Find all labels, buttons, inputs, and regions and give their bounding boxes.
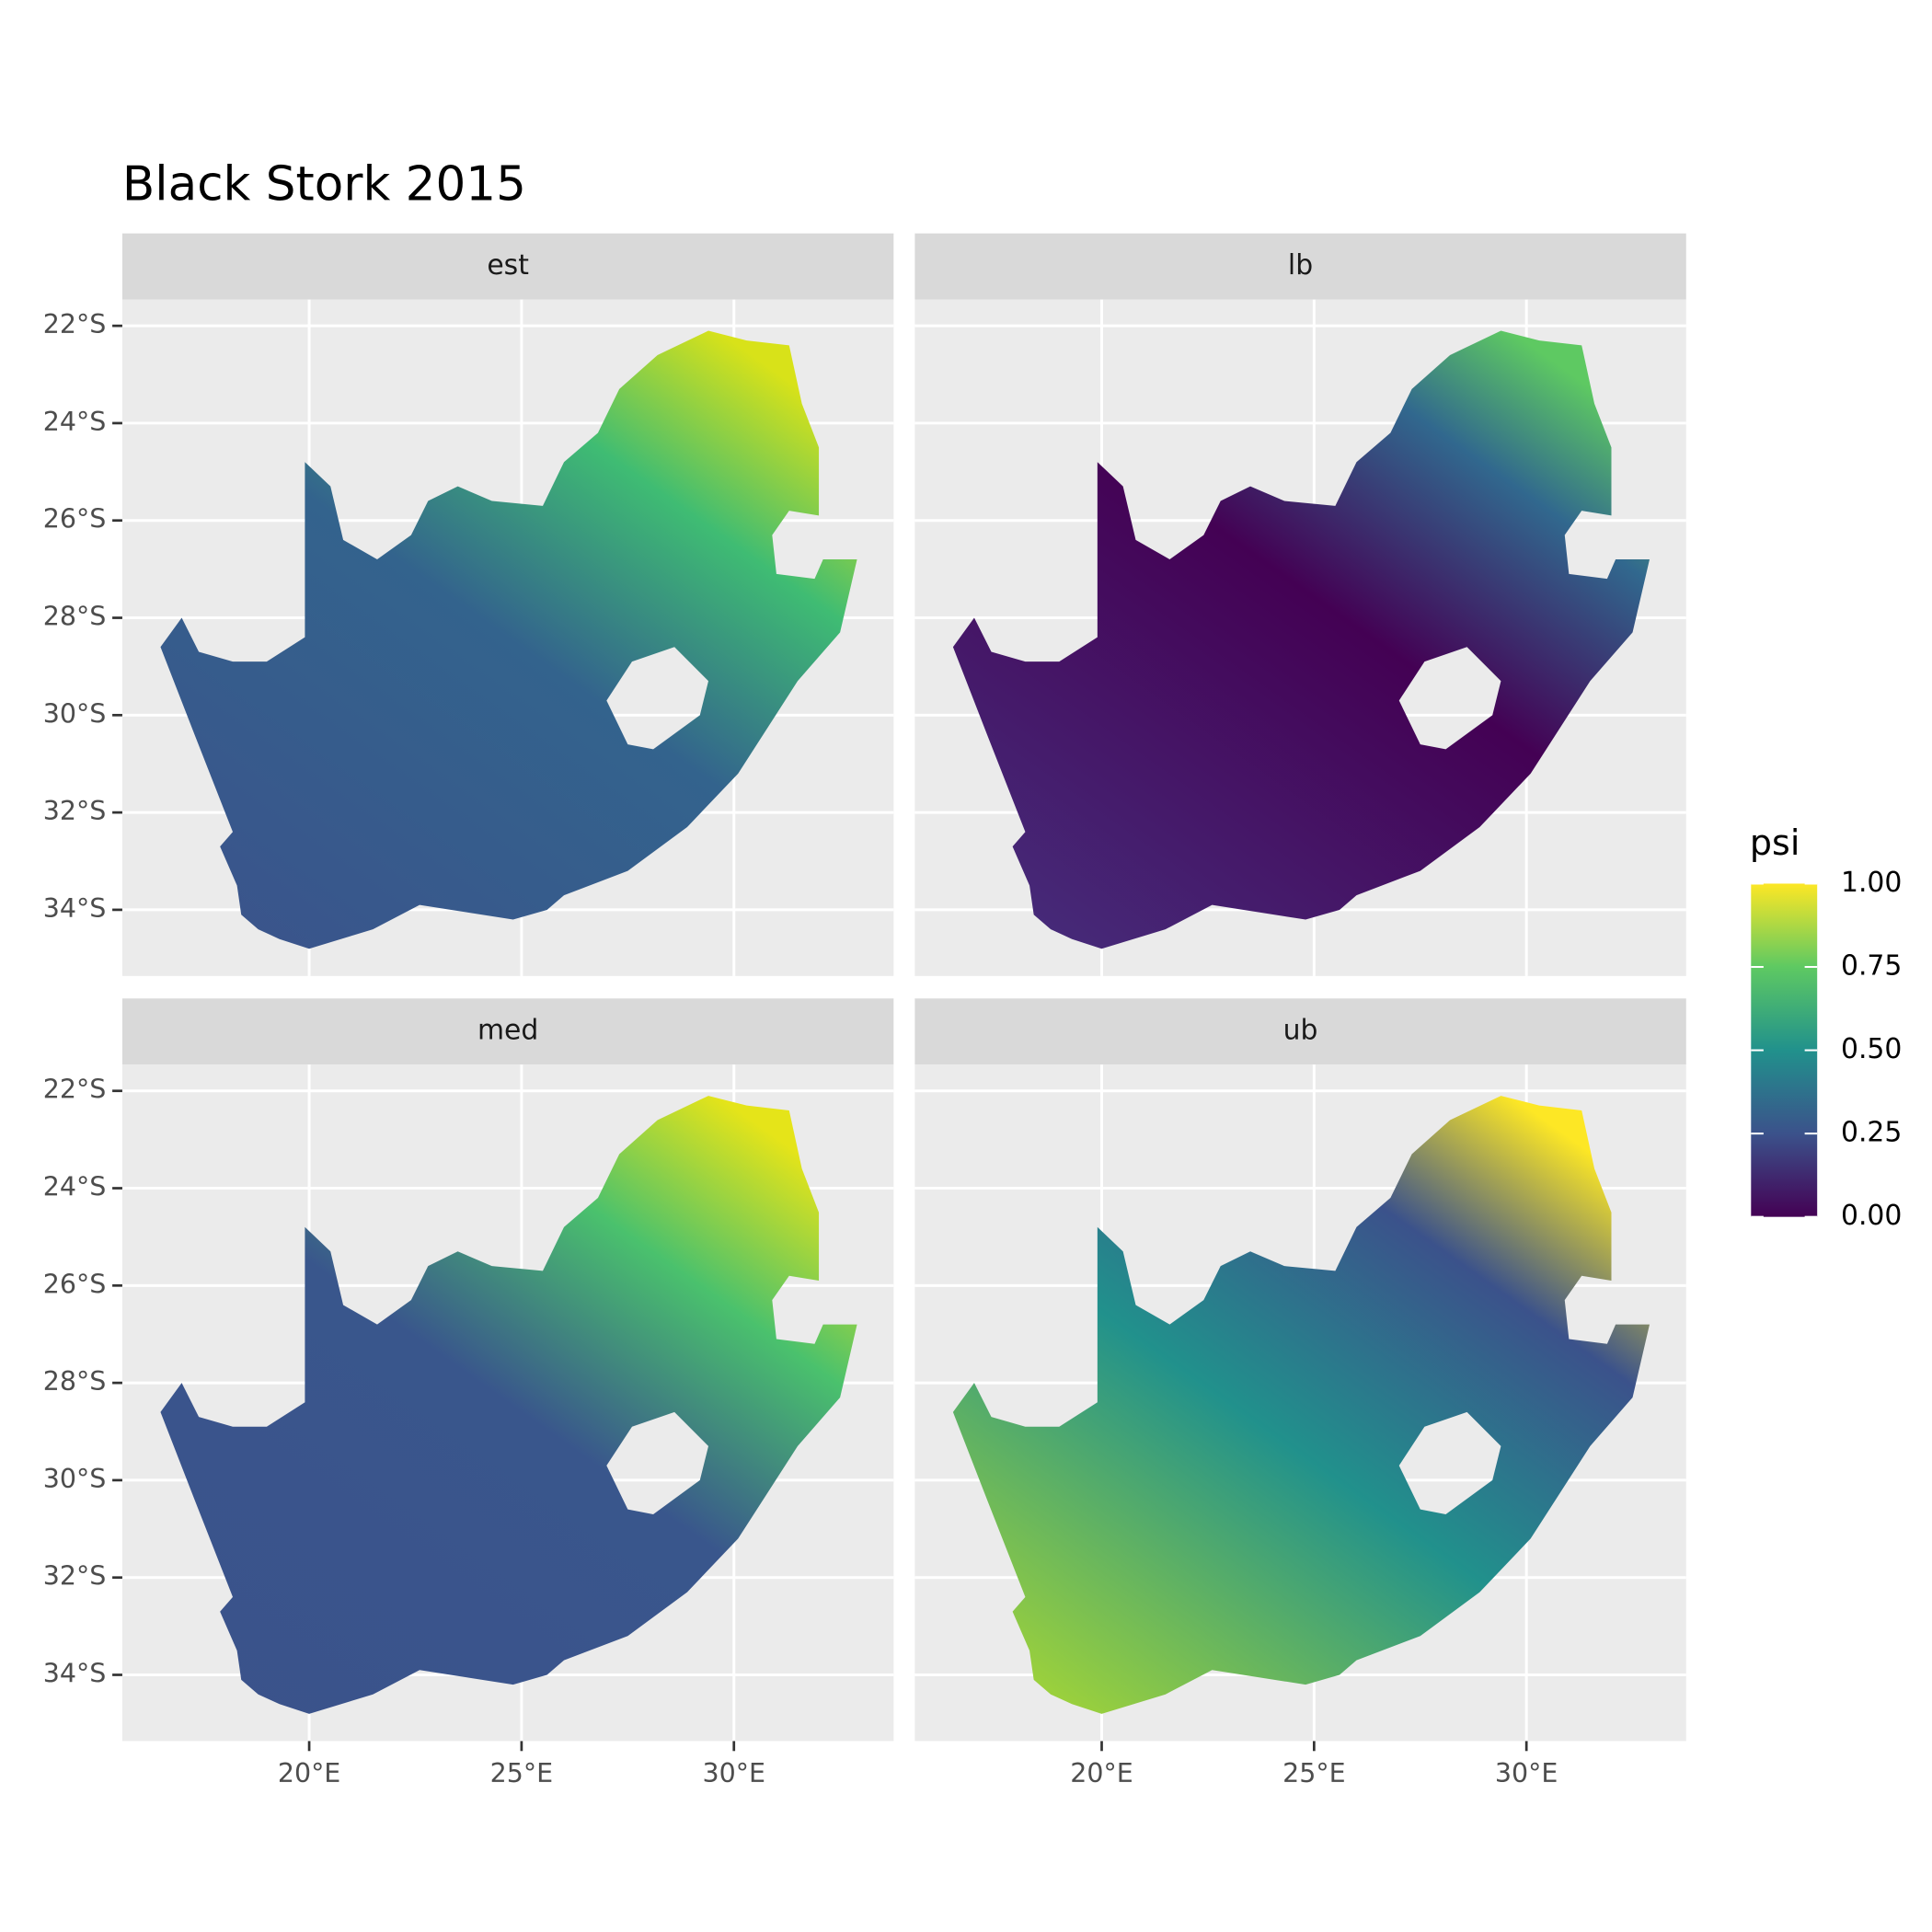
strip-label: ub: [1283, 1015, 1318, 1047]
y-tick-label: 26°S: [43, 1269, 107, 1299]
country-raster: [952, 1096, 1650, 1714]
legend-title: psi: [1750, 822, 1800, 863]
y-tick-label: 34°S: [43, 1659, 107, 1689]
legend-label: 0.75: [1841, 950, 1902, 983]
x-tick-label: 30°E: [703, 1758, 765, 1788]
y-tick-label: 34°S: [43, 893, 107, 924]
y-tick-label: 22°S: [43, 309, 107, 339]
y-tick-label: 28°S: [43, 602, 107, 632]
y-tick-label: 32°S: [43, 796, 107, 826]
country-raster: [160, 1096, 857, 1714]
strip: [914, 998, 1686, 1065]
y-tick-label: 24°S: [43, 407, 107, 437]
x-tick-label: 25°E: [1282, 1758, 1345, 1788]
strip: [914, 233, 1686, 300]
country-raster: [952, 330, 1650, 949]
y-tick-label: 30°S: [43, 1464, 107, 1494]
strip-label: est: [487, 249, 529, 282]
y-tick-label: 32°S: [43, 1561, 107, 1592]
y-tick-label: 28°S: [43, 1366, 107, 1397]
legend-label: 1.00: [1841, 867, 1902, 899]
legend-label: 0.00: [1841, 1200, 1902, 1232]
y-tick-label: 30°S: [43, 698, 107, 729]
strip-label: lb: [1288, 249, 1313, 282]
legend-label: 0.50: [1841, 1033, 1902, 1065]
strip: [121, 233, 894, 300]
x-tick-label: 30°E: [1495, 1758, 1558, 1788]
y-tick-label: 24°S: [43, 1172, 107, 1202]
strip-label: med: [477, 1015, 538, 1047]
strip: [121, 998, 894, 1065]
y-tick-label: 26°S: [43, 504, 107, 535]
x-tick-label: 20°E: [1070, 1758, 1133, 1788]
x-tick-label: 25°E: [490, 1758, 553, 1788]
x-tick-label: 20°E: [278, 1758, 340, 1788]
chart-title: Black Stork 2015: [122, 156, 526, 212]
legend-label: 0.25: [1841, 1117, 1902, 1149]
country-raster: [160, 330, 857, 949]
y-tick-label: 22°S: [43, 1075, 107, 1105]
